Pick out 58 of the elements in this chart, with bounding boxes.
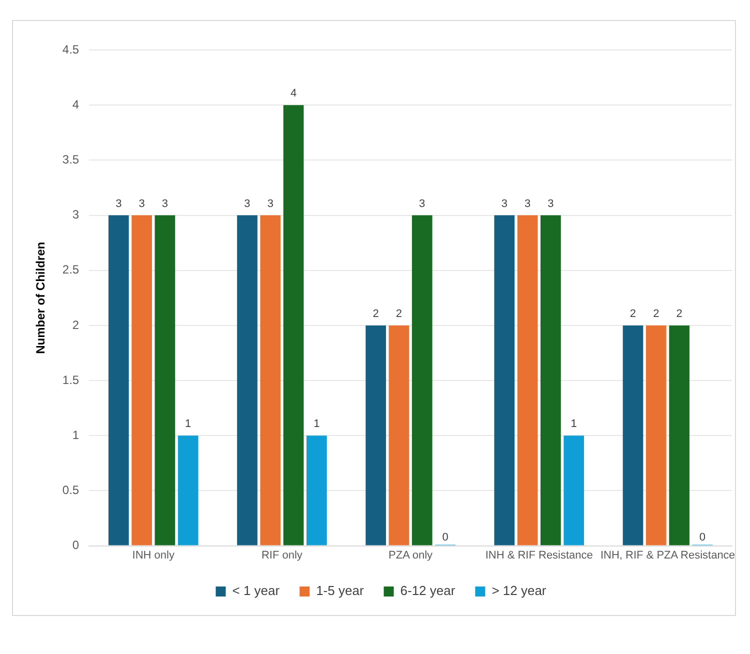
bar: [237, 215, 258, 546]
y-axis-title: Number of Children: [34, 242, 48, 354]
bar: [306, 436, 327, 546]
data-label: 3: [138, 198, 145, 210]
legend-label: 6-12 year: [400, 583, 456, 598]
bar: [494, 215, 515, 546]
data-label: 4: [290, 88, 297, 100]
data-label: 1: [570, 418, 577, 430]
bar: [178, 436, 198, 546]
data-label: 3: [116, 198, 122, 210]
data-label: 0: [442, 531, 448, 544]
bar: [564, 436, 584, 546]
bar: [412, 215, 432, 546]
x-tick-label: INH only: [132, 549, 175, 562]
data-label: 3: [244, 198, 250, 210]
x-tick-label: PZA only: [388, 549, 434, 562]
data-label: 2: [653, 308, 660, 320]
data-label: 1: [314, 418, 320, 430]
bar: [669, 325, 690, 546]
bar: [540, 215, 561, 546]
bar: [366, 325, 386, 546]
data-label: 2: [676, 308, 682, 320]
data-label: 2: [630, 308, 636, 320]
data-label: 3: [267, 198, 274, 210]
y-tick-label: 1.5: [62, 372, 80, 387]
y-tick-label: 2.5: [62, 262, 80, 277]
bar: [132, 215, 152, 546]
bar: [388, 325, 410, 546]
data-label: 2: [396, 308, 402, 320]
x-tick-label: INH, RIF & PZA Resistance: [600, 549, 735, 562]
bar: [154, 215, 176, 546]
data-label: 3: [501, 198, 508, 210]
y-tick-label: 0.5: [62, 483, 80, 498]
y-tick-label: 0: [72, 538, 80, 552]
legend-label: > 12 year: [492, 583, 547, 598]
bar: [517, 215, 538, 546]
y-tick-label: 3.5: [62, 152, 80, 166]
bar: [260, 215, 281, 546]
data-label: 3: [162, 198, 168, 210]
y-tick-label: 3: [72, 208, 80, 222]
data-label: 2: [372, 308, 379, 320]
legend-label: 1-5 year: [316, 583, 364, 598]
data-label: 3: [524, 198, 531, 210]
data-label: 0: [699, 531, 706, 544]
y-tick-label: 4: [72, 97, 80, 112]
y-tick-label: 2: [72, 318, 80, 332]
bar: [283, 105, 304, 546]
bar: [108, 215, 129, 546]
data-label: 3: [548, 198, 554, 210]
legend-label: < 1 year: [232, 583, 280, 598]
data-label: 1: [185, 418, 192, 430]
y-tick-label: 1: [72, 428, 80, 442]
y-tick-label: 4.5: [62, 42, 80, 56]
bar: [646, 325, 666, 546]
bar: [622, 325, 644, 546]
x-tick-label: INH & RIF Resistance: [485, 549, 593, 562]
x-tick-label: RIF only: [261, 549, 303, 562]
data-label: 3: [419, 198, 426, 210]
